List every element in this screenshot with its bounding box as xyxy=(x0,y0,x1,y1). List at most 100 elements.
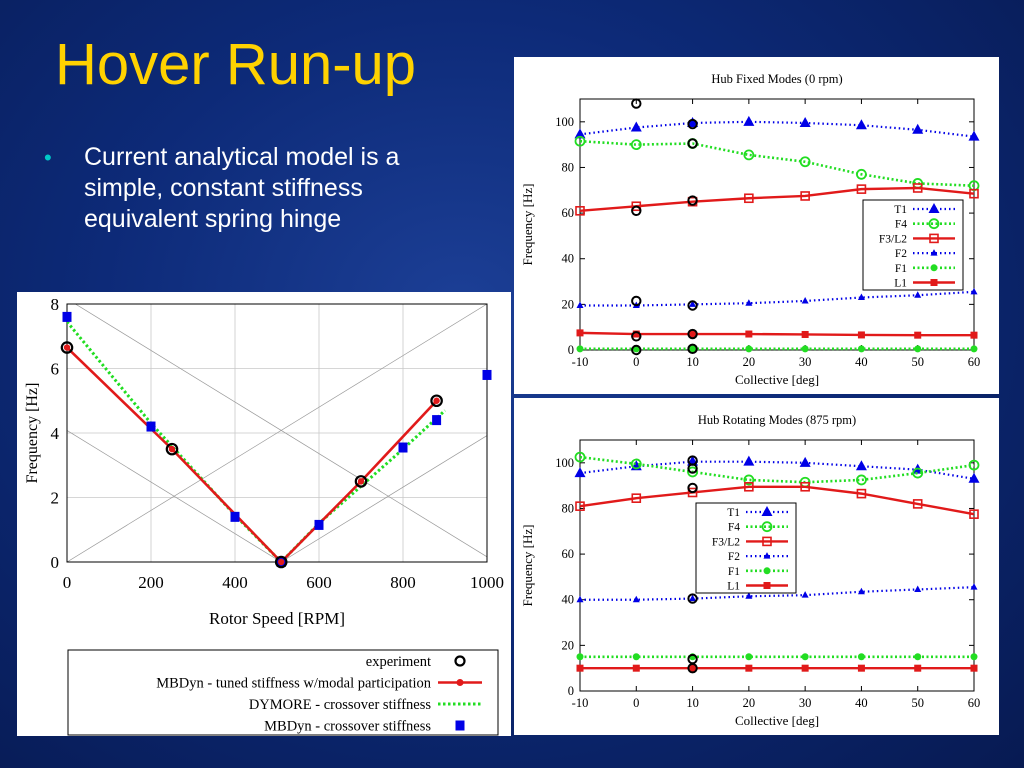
data-point xyxy=(576,653,584,661)
data-point xyxy=(631,493,642,503)
x-tick-label: -10 xyxy=(572,696,589,710)
data-point xyxy=(856,474,867,486)
data-point xyxy=(745,345,753,353)
x-tick-label: -10 xyxy=(572,355,589,369)
data-point xyxy=(574,128,586,139)
y-axis-label: Frequency [Hz] xyxy=(520,184,535,266)
experiment-point xyxy=(687,662,698,674)
experiment-point xyxy=(687,138,698,149)
data-point xyxy=(857,331,865,339)
y-tick-label: 40 xyxy=(562,252,575,266)
data-point xyxy=(576,664,584,672)
y-axis-label: Frequency [Hz] xyxy=(24,383,41,484)
series-line-t1 xyxy=(579,120,975,138)
bullet-text: Current analytical model is a simple, co… xyxy=(84,143,400,233)
data-point xyxy=(857,293,865,301)
data-point xyxy=(630,139,642,151)
data-point xyxy=(969,188,979,199)
data-point xyxy=(576,329,584,337)
y-tick-label: 0 xyxy=(568,684,574,698)
legend-marker xyxy=(763,582,771,589)
data-point xyxy=(743,115,755,126)
experiment-point xyxy=(687,343,698,355)
data-point xyxy=(855,119,867,130)
data-point xyxy=(912,499,923,509)
legend-label: F3/L2 xyxy=(879,233,907,245)
data-point xyxy=(632,330,640,338)
data-point-mbdyn-tuned xyxy=(168,445,176,453)
legend-marker xyxy=(455,720,465,731)
data-point xyxy=(745,653,753,661)
data-point xyxy=(970,664,978,672)
experiment-point xyxy=(631,205,642,217)
x-tick-label: 0 xyxy=(633,355,639,369)
data-point-mbdyn-tuned xyxy=(433,397,440,404)
data-point xyxy=(801,664,809,672)
y-tick-label: 60 xyxy=(562,547,575,561)
legend-marker xyxy=(930,279,938,286)
legend-marker xyxy=(930,264,938,272)
data-point xyxy=(745,299,753,306)
experiment-point xyxy=(354,475,368,488)
data-point xyxy=(970,345,978,353)
data-point xyxy=(801,653,809,661)
data-point xyxy=(575,501,585,511)
legend-label: L1 xyxy=(894,278,907,290)
chart-title: Hub Fixed Modes (0 rpm) xyxy=(711,72,842,86)
data-point xyxy=(801,330,809,338)
y-tick-label: 80 xyxy=(562,160,575,174)
data-point xyxy=(799,456,811,467)
data-point xyxy=(689,300,697,307)
y-tick-label: 20 xyxy=(562,638,575,652)
reference-line xyxy=(67,430,282,562)
experiment-point xyxy=(631,98,642,109)
series-line-f3-l2 xyxy=(579,186,975,213)
x-tick-label: 200 xyxy=(138,573,164,592)
legend-marker xyxy=(763,552,771,559)
data-point-mbdyn-crossover xyxy=(314,519,324,530)
chart-title: Hub Rotating Modes (875 rpm) xyxy=(698,413,856,427)
data-point-mbdyn-crossover xyxy=(230,511,240,522)
data-point xyxy=(576,595,584,603)
x-tick-label: 1000 xyxy=(470,573,504,592)
experiment-point xyxy=(60,341,74,354)
experiment-point xyxy=(687,118,698,130)
legend-label: F2 xyxy=(728,551,740,563)
y-tick-label: 0 xyxy=(51,553,60,572)
data-point xyxy=(800,481,810,492)
data-point xyxy=(856,488,867,499)
data-point xyxy=(743,474,755,486)
experiment-point xyxy=(687,482,698,494)
data-point xyxy=(856,184,867,194)
x-tick-label: 20 xyxy=(743,355,756,369)
experiment-point xyxy=(687,328,698,340)
experiment-point xyxy=(274,555,288,569)
data-point xyxy=(575,206,585,216)
legend-box xyxy=(67,649,499,736)
data-point xyxy=(914,345,922,353)
y-tick-label: 6 xyxy=(51,360,60,379)
y-tick-label: 0 xyxy=(568,343,574,357)
legend-marker xyxy=(762,536,772,547)
experiment-point xyxy=(687,593,698,604)
experiment-point xyxy=(430,394,443,408)
legend-marker xyxy=(930,249,938,256)
hub-rotating-modes-svg: Hub Rotating Modes (875 rpm)-10 0 10 20 30 40… xyxy=(520,413,980,728)
legend-label: F1 xyxy=(728,566,740,578)
data-point xyxy=(856,168,867,180)
data-point xyxy=(799,156,811,168)
data-point xyxy=(574,451,586,463)
data-point-mbdyn-crossover xyxy=(146,421,156,432)
legend-marker xyxy=(763,567,771,575)
x-tick-label: 50 xyxy=(911,696,924,710)
legend-label: DYMORE - crossover stiffness xyxy=(249,697,432,713)
data-point xyxy=(912,123,924,134)
legend-box xyxy=(695,502,797,594)
data-point xyxy=(799,116,811,127)
data-point xyxy=(687,487,698,498)
data-point xyxy=(744,193,754,204)
data-point xyxy=(745,664,753,672)
data-point xyxy=(914,331,922,339)
x-tick-label: 40 xyxy=(855,696,868,710)
reference-line xyxy=(74,304,487,558)
